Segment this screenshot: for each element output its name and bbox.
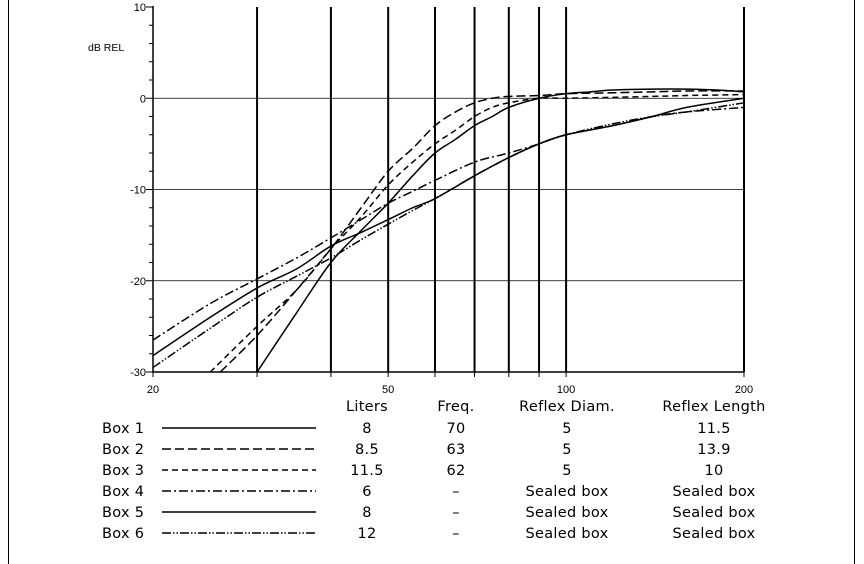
cell-liters: 8.5: [355, 442, 379, 458]
y-tick-label: -30: [130, 367, 146, 379]
series-line-box-3: [209, 93, 745, 372]
y-tick-label: 10: [134, 2, 146, 14]
cell-diam: Sealed box: [526, 484, 609, 500]
header-freq: Freq.: [437, 399, 474, 415]
x-tick-label: 100: [557, 384, 575, 396]
table-row: Box 2 8.5 63 5 13.9: [102, 442, 731, 458]
cell-length: Sealed box: [673, 484, 756, 500]
row-label: Box 4: [102, 484, 144, 500]
cell-length: Sealed box: [673, 526, 756, 542]
cell-length: 13.9: [697, 442, 731, 458]
x-tick-label: 50: [382, 384, 394, 396]
cell-freq: –: [452, 484, 460, 500]
cell-liters: 6: [362, 484, 372, 500]
row-label: Box 6: [102, 526, 144, 542]
cell-freq: –: [452, 505, 460, 521]
y-tick-label: -10: [130, 185, 146, 197]
table-rows: Box 1 8 70 5 11.5 Box 2 8.5 63 5 13.9 Box 3 11.5 62 5…: [102, 421, 756, 542]
table-row: Box 5 8 – Sealed box Sealed box: [102, 505, 756, 521]
cell-freq: 62: [446, 463, 465, 479]
table-row: Box 3 11.5 62 5 10: [102, 463, 723, 479]
series-line-box-2: [219, 90, 745, 372]
header-reflex-diam: Reflex Diam.: [519, 399, 615, 415]
row-label: Box 3: [102, 463, 144, 479]
cell-liters: 8: [362, 421, 372, 437]
x-tick-label: 20: [147, 384, 159, 396]
axes: [146, 6, 745, 377]
table-row: Box 6 12 – Sealed box Sealed box: [102, 526, 756, 542]
cell-diam: 5: [562, 442, 572, 458]
cell-diam: 5: [562, 421, 572, 437]
row-label: Box 5: [102, 505, 144, 521]
figure-frame: [8, 0, 855, 564]
y-tick-label: 0: [140, 93, 146, 105]
cell-liters: 8: [362, 505, 372, 521]
series-line-box-1: [256, 88, 745, 372]
header-liters: Liters: [346, 399, 388, 415]
series-lines: [152, 88, 745, 372]
row-label: Box 1: [102, 421, 144, 437]
y-axis-label: dB REL: [88, 42, 124, 54]
row-label: Box 2: [102, 442, 144, 458]
y-tick-label: -20: [130, 276, 146, 288]
cell-length: 10: [704, 463, 723, 479]
cell-diam: 5: [562, 463, 572, 479]
cell-length: Sealed box: [673, 505, 756, 521]
series-line-box-6: [152, 102, 745, 369]
cell-freq: –: [452, 526, 460, 542]
cell-diam: Sealed box: [526, 526, 609, 542]
x-tick-label: 200: [735, 384, 753, 396]
cell-length: 11.5: [697, 421, 731, 437]
cell-freq: 63: [446, 442, 465, 458]
grid-lines: [153, 7, 745, 372]
cell-liters: 12: [357, 526, 376, 542]
cell-freq: 70: [446, 421, 465, 437]
table-row: Box 1 8 70 5 11.5: [102, 421, 731, 437]
header-reflex-length: Reflex Length: [662, 399, 765, 415]
cell-diam: Sealed box: [526, 505, 609, 521]
table-header: Liters Freq. Reflex Diam. Reflex Length: [346, 399, 765, 415]
table-row: Box 4 6 – Sealed box Sealed box: [102, 484, 756, 500]
cell-liters: 11.5: [350, 463, 384, 479]
